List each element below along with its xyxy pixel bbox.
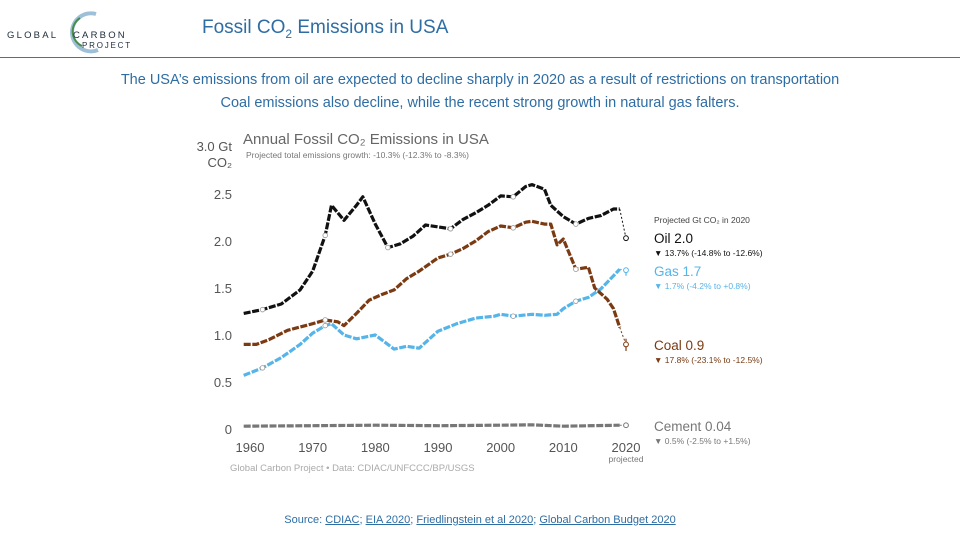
caption-line-1: The USA’s emissions from oil are expecte… — [120, 72, 840, 88]
source-link-eia[interactable]: EIA 2020 — [365, 514, 411, 526]
source-sep-1: ; — [359, 514, 366, 526]
legend-coal: Coal 0.9 — [654, 338, 704, 353]
x-tick-label: 1980 — [361, 440, 390, 455]
series-line-oil — [243, 183, 620, 315]
source-link-friedlingstein[interactable]: Friedlingstein et al 2020 — [416, 514, 534, 526]
source-sep-2: ; — [410, 514, 417, 526]
source-link-gcb[interactable]: Global Carbon Budget 2020 — [539, 514, 676, 526]
chart-title: Annual Fossil CO₂ Emissions in USA — [243, 131, 489, 148]
legend-oil-range: ▼ 13.7% (-14.8% to -12.6%) — [654, 248, 763, 258]
series-marker — [510, 313, 516, 319]
legend-header: Projected Gt CO₂ in 2020 — [654, 215, 750, 225]
x-tick-label: 1960 — [236, 440, 265, 455]
legend-cement-range: ▼ 0.5% (-2.5% to +1.5%) — [654, 436, 751, 446]
page-title-prefix: Fossil CO — [202, 17, 286, 38]
x-tick-label: 2020 — [612, 440, 641, 455]
series-marker — [573, 266, 579, 272]
series-marker — [322, 322, 328, 329]
y-axis-label-line-2: CO₂ — [207, 155, 232, 170]
series-marker — [259, 365, 266, 371]
series-marker — [447, 226, 454, 232]
header-divider — [0, 57, 960, 58]
source-link-cdiac[interactable]: CDIAC — [325, 514, 360, 526]
projected-point — [623, 422, 629, 429]
series-marker — [510, 194, 516, 200]
source-prefix: Source: — [284, 514, 326, 526]
series-marker — [573, 298, 579, 304]
projected-point — [623, 267, 629, 274]
projected-point — [623, 341, 629, 348]
source-sep-3: ; — [533, 514, 540, 526]
series-line-coal — [243, 219, 622, 346]
series-marker — [385, 244, 391, 251]
y-tick-label: 1.0 — [214, 328, 232, 343]
caption-line-2: Coal emissions also decline, while the r… — [220, 95, 740, 111]
source-line: Source: CDIAC; EIA 2020; Friedlingstein … — [0, 514, 960, 526]
logo-word-project: PROJECT — [82, 41, 132, 50]
chart-footer: Global Carbon Project • Data: CDIAC/UNFC… — [230, 463, 475, 474]
legend-cement: Cement 0.04 — [654, 419, 732, 434]
legend-oil: Oil 2.0 — [654, 231, 693, 246]
logo-word-global: GLOBAL — [7, 30, 59, 41]
legend-coal-range: ▼ 17.8% (-23.1% to -12.5%) — [654, 355, 763, 365]
projection-connector — [619, 208, 627, 239]
series-marker — [322, 232, 328, 239]
y-tick-label: 0.5 — [214, 375, 232, 390]
page-title: Fossil CO2 Emissions in USA — [202, 17, 448, 41]
series-line-cement — [243, 423, 620, 428]
x-tick-label: 2000 — [486, 440, 515, 455]
projection-connector — [619, 327, 627, 345]
series-marker — [259, 306, 266, 313]
series-marker — [322, 317, 328, 323]
series-marker — [447, 251, 454, 257]
page-title-suffix: Emissions in USA — [292, 17, 449, 38]
projected-point — [623, 235, 629, 242]
series-line-gas — [243, 268, 621, 377]
logo-arc-icon — [70, 11, 99, 54]
y-tick-label: 0 — [225, 422, 232, 437]
x-tick-label: 1990 — [424, 440, 453, 455]
legend-gas: Gas 1.7 — [654, 264, 701, 279]
y-tick-label: 2.0 — [214, 234, 232, 249]
y-tick-label: 2.5 — [214, 187, 232, 202]
logo-word-carbon: CARBON — [73, 30, 127, 41]
x-tick-label: 1970 — [298, 440, 327, 455]
x-tick-note: projected — [609, 454, 644, 464]
series-marker — [573, 221, 579, 227]
series-marker — [510, 225, 516, 231]
x-tick-label: 2010 — [549, 440, 578, 455]
page-title-subscript: 2 — [285, 26, 293, 41]
chart-subtitle: Projected total emissions growth: -10.3%… — [246, 150, 469, 160]
y-axis-label-line-1: 3.0 Gt — [197, 139, 233, 154]
y-tick-label: 1.5 — [214, 281, 232, 296]
legend-gas-range: ▼ 1.7% (-4.2% to +0.8%) — [654, 281, 751, 291]
global-carbon-project-logo: GLOBAL CARBON PROJECT — [6, 6, 136, 54]
